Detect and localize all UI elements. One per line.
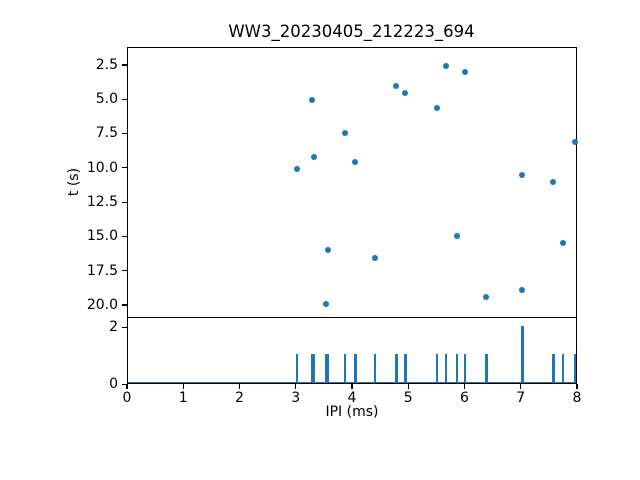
x-tick-mark [576, 384, 578, 389]
y-tick-mark [122, 132, 127, 135]
histogram-bar [456, 354, 459, 383]
y-tick-mark [122, 326, 127, 328]
y-tick-mark [122, 383, 127, 385]
y-tick-label: 2.5 [95, 56, 118, 73]
scatter-point [454, 232, 461, 239]
y-tick-label: 15.0 [86, 228, 118, 245]
y-tick-mark [122, 304, 127, 306]
scatter-point [519, 171, 526, 178]
scatter-point [352, 159, 359, 166]
histogram-bar [312, 354, 315, 383]
x-tick-mark [407, 384, 409, 389]
y-tick-mark [122, 235, 127, 238]
chart-title: WW3_20230405_212223_694 [228, 22, 475, 41]
x-tick-label: 8 [572, 390, 582, 406]
x-tick-mark [238, 384, 241, 389]
histogram-bar [435, 354, 439, 383]
scatter-point [372, 255, 379, 262]
y-tick-label: 10.0 [86, 159, 118, 176]
histogram-bar [395, 354, 398, 383]
y-tick-mark [122, 167, 127, 169]
histogram-bar [521, 325, 524, 383]
histogram-bar [404, 354, 407, 383]
scatter-point [393, 83, 400, 90]
histogram-plot-area [127, 318, 577, 384]
x-tick-mark [126, 384, 128, 389]
histogram-bar [464, 354, 467, 383]
x-tick-mark [520, 384, 522, 389]
histogram-bar [552, 354, 555, 383]
scatter-point [559, 239, 566, 246]
y-tick-label: 7.5 [95, 125, 118, 142]
y-tick-label: 17.5 [86, 262, 118, 279]
y-tick-mark [122, 64, 127, 66]
scatter-point [433, 105, 440, 112]
x-tick-mark [182, 384, 184, 389]
histogram-bar [310, 354, 313, 383]
histogram-bar [354, 354, 357, 383]
y-tick-label: 12.5 [86, 194, 118, 211]
scatter-point [442, 62, 449, 69]
histogram-bar [295, 354, 299, 383]
scatter-point [402, 89, 409, 96]
histogram-bar [573, 354, 576, 383]
x-tick-mark [463, 384, 466, 389]
x-tick-label: 6 [460, 390, 469, 406]
scatter-point [571, 138, 578, 145]
y-tick-mark [122, 98, 127, 100]
x-tick-label: 2 [235, 390, 244, 406]
x-tick-label: 4 [347, 390, 357, 406]
histogram-bar [444, 354, 448, 383]
x-tick-label: 5 [403, 390, 413, 406]
histogram-baseline [128, 381, 576, 384]
x-tick-label: 3 [291, 390, 301, 406]
x-tick-label: 0 [122, 390, 132, 406]
x-tick-mark [351, 384, 353, 389]
histogram-bar [325, 354, 328, 383]
y-tick-mark [122, 201, 127, 203]
scatter-point [519, 286, 526, 293]
x-tick-label: 1 [178, 390, 188, 406]
scatter-point [341, 130, 348, 137]
y-tick-label: 0 [109, 376, 118, 392]
scatter-point [308, 96, 315, 103]
scatter-point [323, 300, 330, 307]
scatter-point [462, 68, 469, 75]
scatter-point [324, 247, 331, 254]
y-tick-label: 2 [109, 319, 118, 336]
histogram-bar [343, 354, 346, 383]
scatter-point [293, 166, 300, 173]
histogram-bar [374, 354, 377, 383]
histogram-bar [485, 354, 488, 383]
scatter-point [310, 153, 317, 160]
x-tick-label: 7 [516, 390, 526, 406]
histogram-bar [561, 354, 565, 383]
scatter-plot-area [127, 47, 577, 318]
y-tick-mark [122, 270, 127, 272]
histogram-bar [326, 354, 329, 383]
scatter-point [550, 179, 557, 186]
x-axis-label: IPI (ms) [325, 404, 379, 420]
y-tick-label: 20.0 [86, 296, 118, 313]
y-tick-label: 5.0 [95, 91, 118, 108]
x-tick-mark [295, 384, 297, 389]
scatter-point [483, 293, 490, 300]
